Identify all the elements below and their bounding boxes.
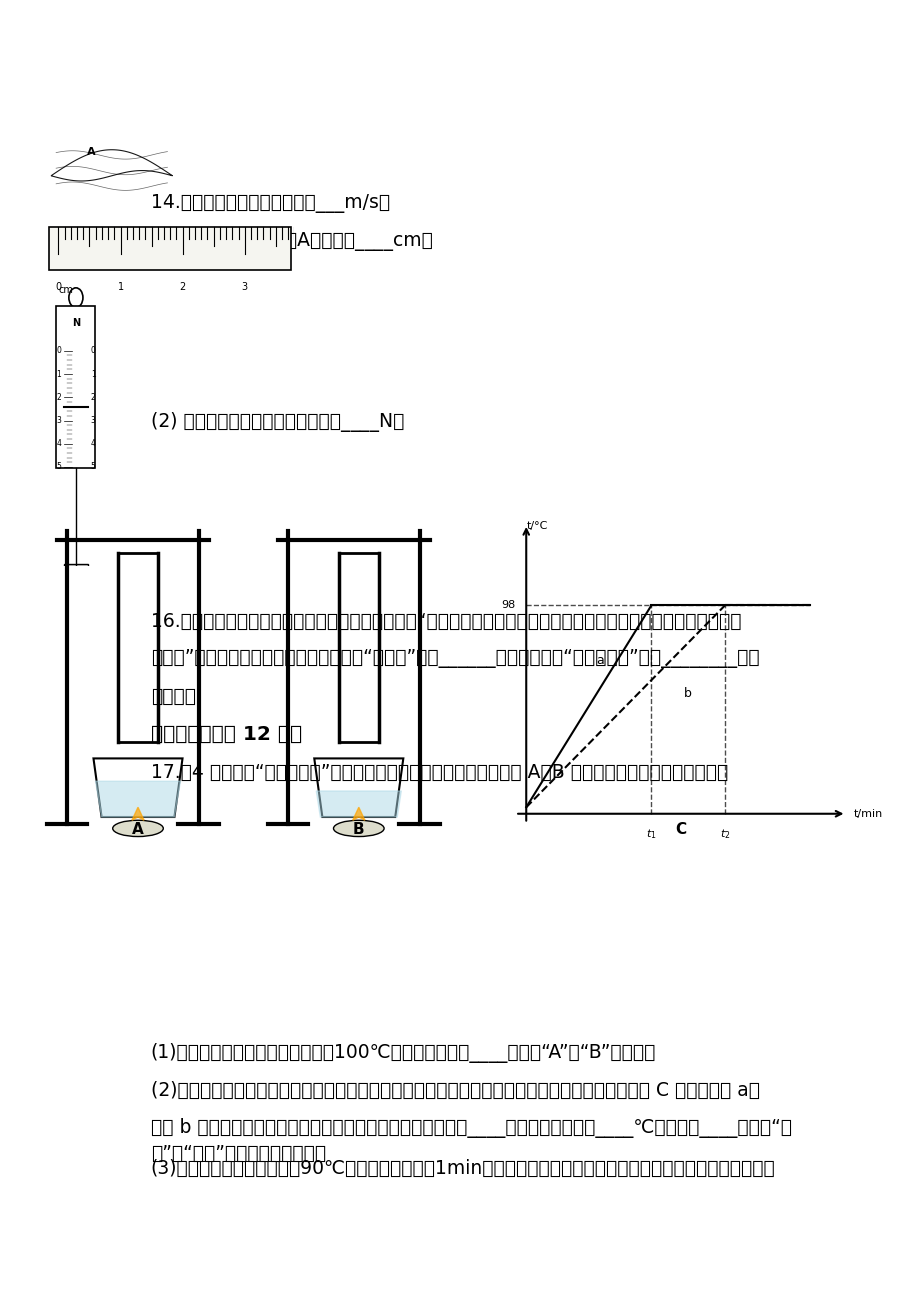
Polygon shape <box>51 150 173 181</box>
Text: (3)点燃酒精灯，待水温升至90℃时，小亮同学每隔1min读取一次温度计示数，小欢同学及时记录在以下表格内，通: (3)点燃酒精灯，待水温升至90℃时，小亮同学每隔1min读取一次温度计示数，小… <box>151 1159 775 1178</box>
Polygon shape <box>96 781 180 818</box>
Text: 照物的。: 照物的。 <box>151 686 196 706</box>
Text: 4: 4 <box>91 439 96 448</box>
Text: 3: 3 <box>56 417 61 424</box>
Text: 16.　宋代诗人陈与义在《襄邑道中》一诗中写道：“飞花两岐照船红，百里榆堤半日风。卧看满天云不动，不知云与: 16. 宋代诗人陈与义在《襄邑道中》一诗中写道：“飞花两岐照船红，百里榆堤半日风… <box>151 612 741 631</box>
Text: N: N <box>72 318 80 328</box>
Text: $t_2$: $t_2$ <box>719 827 730 841</box>
Text: (2) 如图所示，弹簧测力计的示数是____N。: (2) 如图所示，弹簧测力计的示数是____N。 <box>151 411 403 432</box>
Text: a: a <box>596 655 603 667</box>
Text: 于”或“高压”）一个标准大气压；: 于”或“高压”）一个标准大气压； <box>151 1144 325 1163</box>
Text: 我俣东”关于诗中所描述的运动及参照物，“云不动”是以______为参照物的，“云与我俣东”是以________为参: 我俣东”关于诗中所描述的运动及参照物，“云不动”是以______为参照物的，“云… <box>151 650 758 668</box>
Polygon shape <box>131 807 144 820</box>
Bar <box>56 306 96 469</box>
Text: 4: 4 <box>56 439 61 448</box>
Text: 1: 1 <box>56 370 61 379</box>
Text: t/min: t/min <box>853 809 882 819</box>
Polygon shape <box>352 807 365 820</box>
Text: $t_1$: $t_1$ <box>645 827 656 841</box>
Text: C: C <box>675 822 686 837</box>
Text: 0: 0 <box>55 283 62 292</box>
Text: 0: 0 <box>91 346 96 355</box>
Bar <box>49 228 291 271</box>
Text: A: A <box>86 147 95 158</box>
Text: B: B <box>353 822 364 837</box>
Text: (1)甲组同学发现所测水的永点高于100℃，他们选择的是____（选填“A”或“B”）装置；: (1)甲组同学发现所测水的永点高于100℃，他们选择的是____（选填“A”或“… <box>151 1043 655 1064</box>
Text: 14.　光在真空中传播的速度是___m/s。: 14. 光在真空中传播的速度是___m/s。 <box>151 194 390 214</box>
Text: A: A <box>132 822 143 837</box>
Text: 5: 5 <box>91 462 96 471</box>
Text: 丙组 b 两种图像不同的原因是乙组同学所用水的质量比丙组的____，此时水的永点为____℃，大气压____（选填“低: 丙组 b 两种图像不同的原因是乙组同学所用水的质量比丙组的____，此时水的永点… <box>151 1117 790 1138</box>
Polygon shape <box>316 792 401 818</box>
Text: 1: 1 <box>118 283 123 292</box>
Text: 5: 5 <box>56 462 61 471</box>
Text: 98: 98 <box>501 600 515 611</box>
Text: 1: 1 <box>91 370 96 379</box>
Text: b: b <box>684 687 691 699</box>
Text: 3: 3 <box>91 417 96 424</box>
Text: 2: 2 <box>56 393 61 402</box>
Text: 15.　(1)如图所示，物体A的长度是____cm。: 15. (1)如图所示，物体A的长度是____cm。 <box>151 232 432 251</box>
Text: 2: 2 <box>91 393 96 402</box>
Text: 2: 2 <box>179 283 186 292</box>
Text: 3: 3 <box>242 283 247 292</box>
Ellipse shape <box>113 820 164 837</box>
Text: 17.（4 分）在做“观察水永腾”的实验时，甲、乙、丙三组同学分别从 A、B 两套装置中选一套来完成实验；: 17.（4 分）在做“观察水永腾”的实验时，甲、乙、丙三组同学分别从 A、B 两… <box>151 763 727 781</box>
Text: (2)乙、丙两组同学虽然选用的实验装置相同，但水开始永腾的时刻不同，他们绘制的永腾图像如图 C 所示，乙组 a、: (2)乙、丙两组同学虽然选用的实验装置相同，但水开始永腾的时刻不同，他们绘制的永… <box>151 1081 759 1100</box>
Bar <box>64 564 87 589</box>
Ellipse shape <box>333 820 384 837</box>
Text: cm: cm <box>59 285 74 296</box>
Text: 0: 0 <box>56 346 61 355</box>
Text: t/°C: t/°C <box>526 521 547 531</box>
Text: 三、实验题（共 12 分）: 三、实验题（共 12 分） <box>151 725 301 743</box>
